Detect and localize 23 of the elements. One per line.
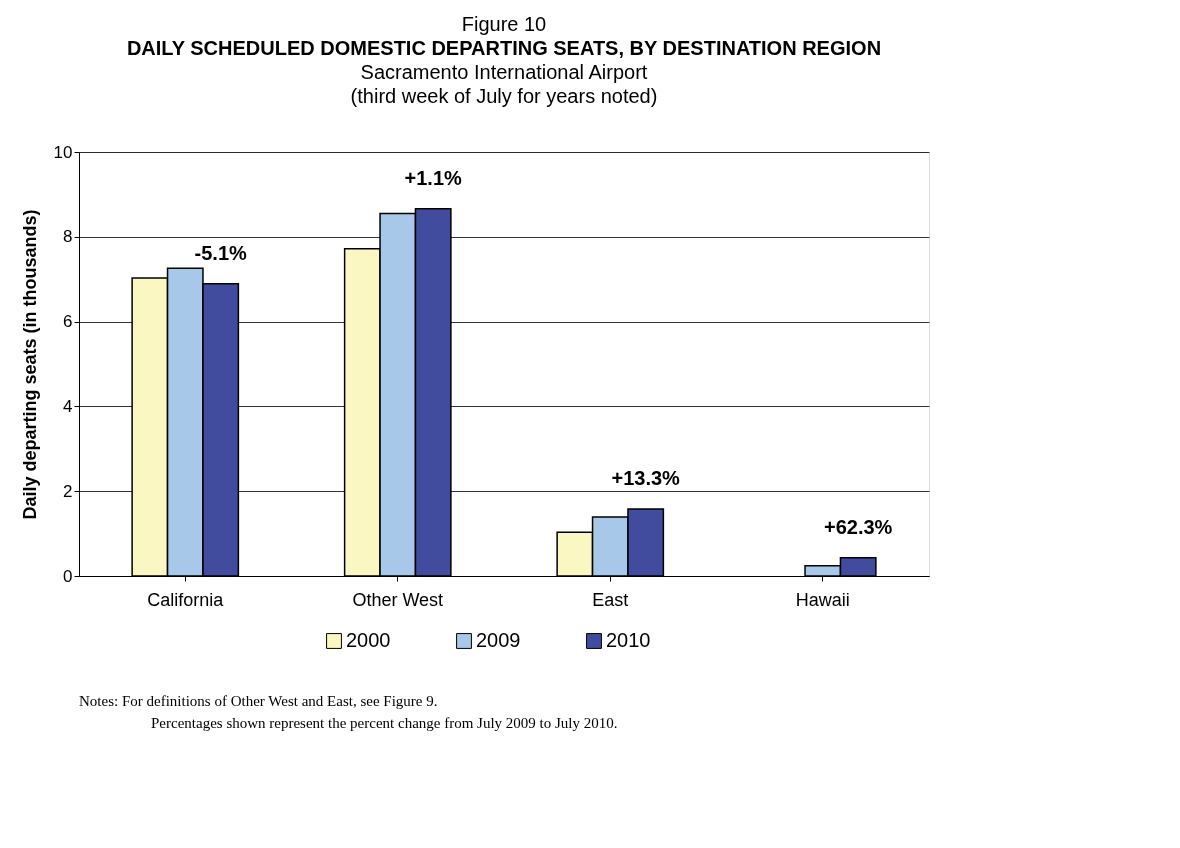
legend-label: 2000 xyxy=(346,629,391,651)
text: Percentages shown represent the percent change from July 2009 to July 2010. xyxy=(151,715,618,731)
legend-label: 2009 xyxy=(476,629,521,651)
y-tick-label: 0 xyxy=(63,566,73,586)
x-tick-label: East xyxy=(592,589,629,610)
x-tick-label: Hawaii xyxy=(795,589,850,610)
chart-title: DAILY SCHEDULED DOMESTIC DEPARTING SEATS, BY DESTINATION REGION xyxy=(126,37,882,59)
y-tick-label: 4 xyxy=(63,396,73,416)
annotation: +1.1% xyxy=(404,166,463,189)
annotation: -5.1% xyxy=(194,241,247,264)
y-tick-label: 6 xyxy=(63,312,73,332)
y-tick-label: 2 xyxy=(63,481,73,501)
x-tick-label: California xyxy=(147,589,225,610)
annotation: +62.3% xyxy=(823,515,893,538)
legend-label: 2010 xyxy=(606,629,651,651)
chart-subtitle: Sacramento International Airport (third week of July for years noted) xyxy=(350,61,658,107)
annotation: +13.3% xyxy=(611,467,681,490)
y-axis-title: Daily departing seats (in thousands) xyxy=(19,209,40,520)
caption: Figure 10 xyxy=(461,13,547,35)
y-tick-label: 8 xyxy=(63,227,73,247)
text: Notes: For definitions of Other West and East, see Figure 9. xyxy=(79,693,438,709)
y-tick-label: 10 xyxy=(53,142,73,162)
x-tick-label: Other West xyxy=(352,589,444,610)
